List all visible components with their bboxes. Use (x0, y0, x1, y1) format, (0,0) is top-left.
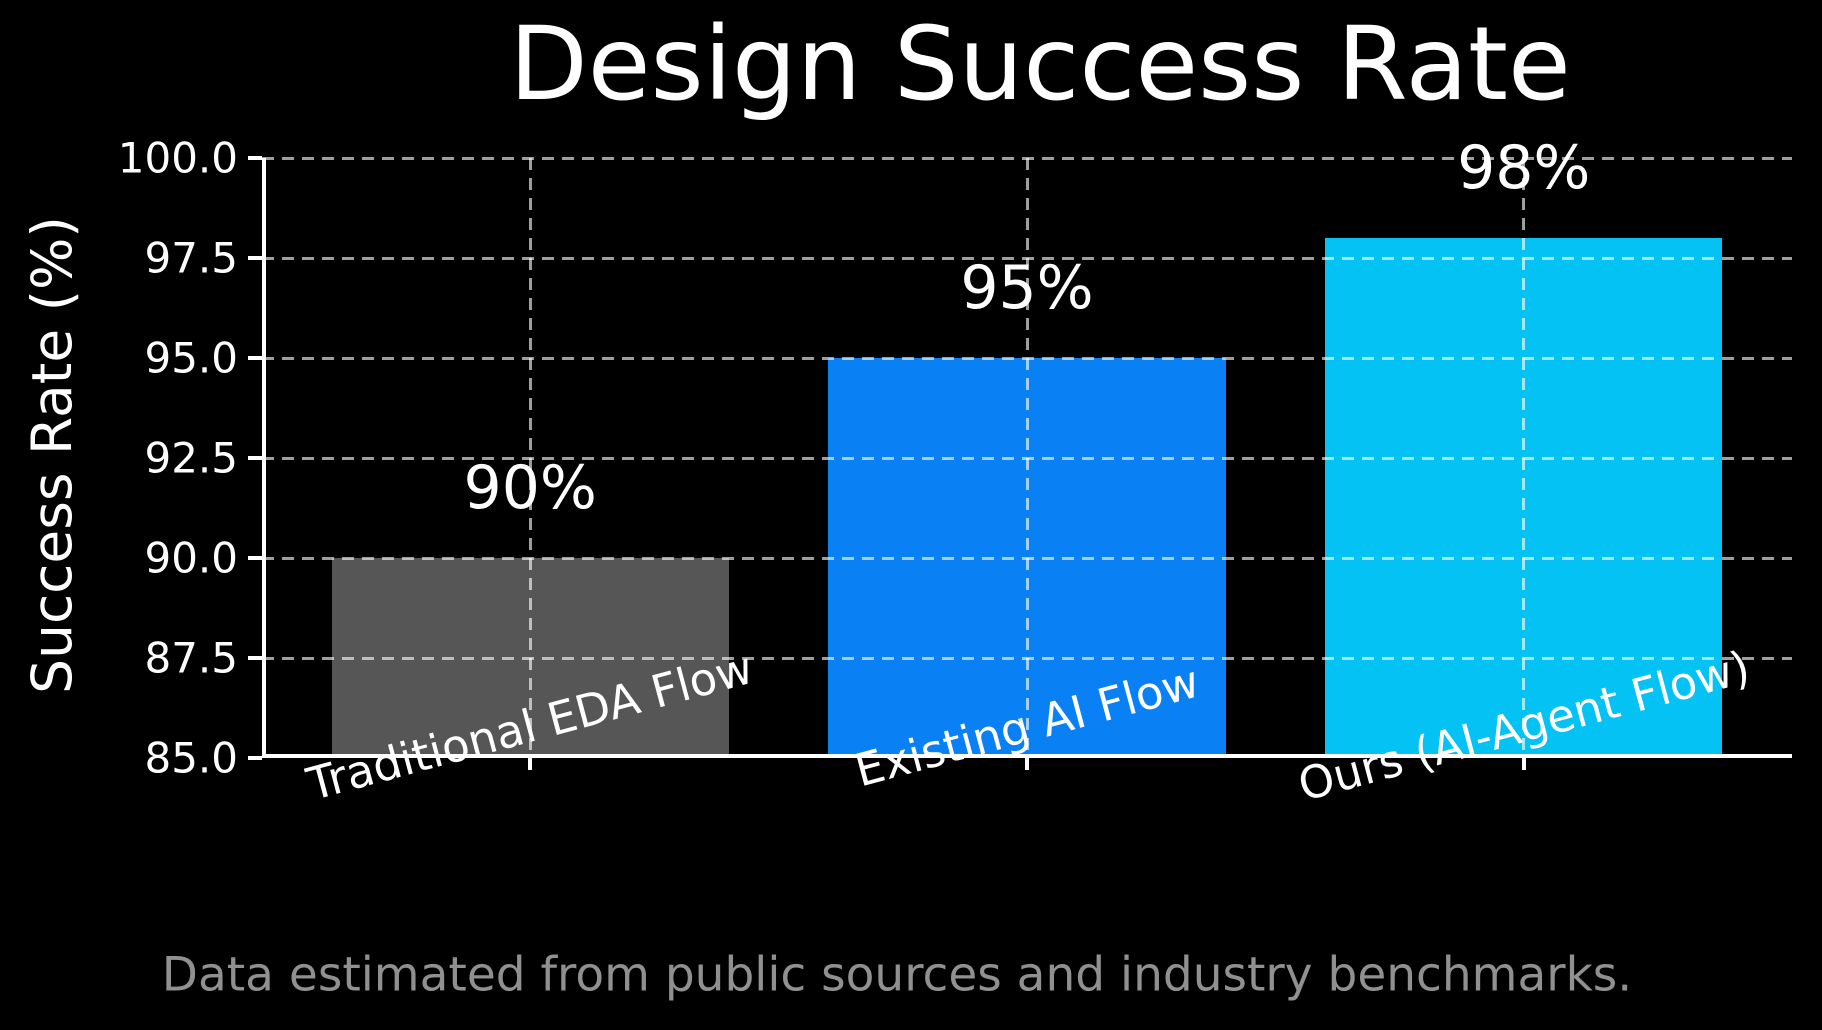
x-axis-spine (262, 754, 1792, 758)
y-tick-mark (248, 156, 262, 160)
y-tick-mark (248, 756, 262, 760)
bar-value-label: 95% (960, 253, 1094, 323)
y-tick-label: 85.0 (144, 733, 238, 783)
y-tick-label: 90.0 (144, 533, 238, 583)
bar-value-label: 90% (463, 453, 597, 523)
y-tick-label: 87.5 (144, 633, 238, 683)
grid-line-vertical (1025, 158, 1029, 758)
y-tick-mark (248, 456, 262, 460)
x-tick-mark (528, 758, 533, 770)
x-tick-mark (1025, 758, 1029, 770)
bar-value-label: 98% (1457, 133, 1591, 203)
footer-note: Data estimated from public sources and i… (161, 947, 1633, 1003)
y-tick-mark (248, 556, 262, 560)
y-tick-label: 97.5 (144, 233, 238, 283)
y-tick-label: 100.0 (117, 133, 238, 183)
chart-title: Design Success Rate (509, 5, 1571, 124)
x-tick-mark (1521, 758, 1526, 770)
y-tick-mark (248, 256, 262, 260)
grid-line-vertical (528, 158, 532, 758)
y-tick-mark (248, 356, 262, 360)
y-tick-label: 92.5 (144, 433, 238, 483)
y-tick-label: 95.0 (144, 333, 238, 383)
y-axis-spine (262, 158, 266, 758)
plot-area: 100.0 97.5 95.0 92.5 90.0 87.5 85.0 Traditional… (118, 133, 1792, 812)
grid-line-vertical (1522, 158, 1526, 758)
y-axis-label: Success Rate (%) (20, 216, 84, 694)
y-tick-mark (248, 656, 262, 660)
